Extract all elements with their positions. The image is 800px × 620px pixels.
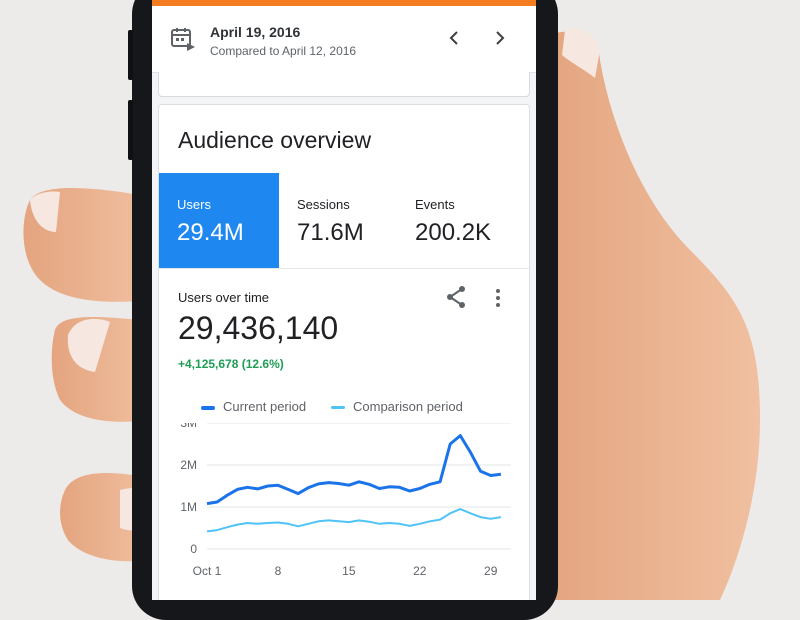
metric-value: 29.4M	[177, 219, 244, 246]
users-over-time-label: Users over time	[178, 290, 270, 305]
metric-label: Events	[415, 197, 455, 212]
audience-overview-card: Audience overview Users 29.4M Sessions 7…	[158, 104, 530, 600]
date-range-card[interactable]: April 19, 2016 Compared to April 12, 201…	[152, 6, 536, 73]
app-bar-accent	[152, 0, 536, 6]
selected-date: April 19, 2016	[210, 24, 301, 40]
x-tick-label: Oct 1	[193, 564, 222, 578]
metric-value: 71.6M	[297, 219, 364, 246]
legend-swatch-comparison	[331, 406, 345, 409]
metric-label: Sessions	[297, 197, 350, 212]
y-tick-label: 1M	[180, 500, 197, 514]
legend-swatch-current	[201, 406, 215, 410]
y-tick-label: 0	[190, 542, 197, 556]
share-icon[interactable]	[445, 285, 467, 309]
legend-label: Current period	[223, 399, 307, 414]
metric-value: 200.2K	[415, 219, 492, 246]
x-tick-label: 22	[413, 564, 427, 578]
metric-tab-events[interactable]: Events 200.2K	[397, 173, 517, 268]
metric-label: Users	[177, 197, 211, 212]
x-tick-label: 29	[484, 564, 498, 578]
previous-card-edge	[158, 72, 530, 97]
users-total-value: 29,436,140	[178, 310, 339, 346]
x-tick-label: 15	[342, 564, 356, 578]
calendar-compare-icon	[171, 28, 195, 51]
phone-screen: April 19, 2016 Compared to April 12, 201…	[152, 0, 536, 600]
phone-side-button	[128, 30, 133, 80]
x-tick-label: 8	[275, 564, 282, 578]
metric-tab-users[interactable]: Users 29.4M	[159, 173, 279, 268]
series-line-comparison	[206, 508, 502, 533]
chevron-left-icon[interactable]	[444, 28, 464, 48]
series-line-current	[206, 434, 502, 506]
users-change-value: +4,125,678 (12.6%)	[178, 357, 284, 371]
legend-item-current: Current period	[201, 399, 306, 414]
more-vert-icon[interactable]	[493, 287, 503, 309]
legend-label: Comparison period	[353, 399, 463, 414]
y-tick-label: 2M	[180, 458, 197, 472]
metric-tab-sessions[interactable]: Sessions 71.6M	[279, 173, 399, 268]
comparison-date: Compared to April 12, 2016	[210, 44, 357, 58]
chevron-right-icon[interactable]	[490, 28, 510, 48]
legend-item-comparison: Comparison period	[331, 399, 463, 414]
hand-illustration	[23, 31, 760, 600]
y-tick-label: 3M	[180, 423, 197, 430]
phone-side-button	[128, 100, 133, 160]
users-line-chart: 0 1M 2M 3M Oct 1 8 15 22 29	[180, 423, 511, 578]
metric-tabs: Users 29.4M Sessions 71.6M Events 200.2K	[159, 173, 529, 269]
card-title: Audience overview	[178, 127, 372, 153]
